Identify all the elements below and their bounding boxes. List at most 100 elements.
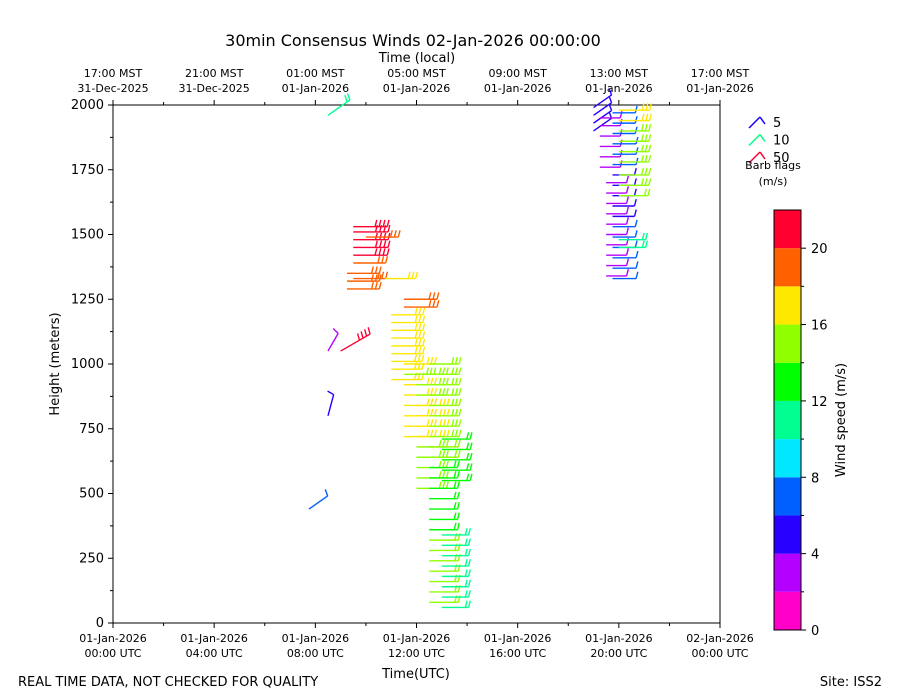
barb-feather [641,113,645,121]
barb-feather [453,502,457,510]
wind-barb [618,123,652,132]
barb-feather [430,388,434,396]
barb-feather [379,232,383,240]
legend-barb-icon [748,133,761,147]
barb-feather [422,323,426,331]
wind-barb [327,327,339,352]
barb-feather [464,559,468,567]
barb-feather [608,88,613,96]
wind-barb [618,155,652,163]
wind-barb [441,579,472,588]
barb-feather [367,327,371,335]
barb-feather [433,429,438,437]
wind-barb [612,219,638,228]
wind-barb [403,292,440,300]
wind-barb [612,157,639,166]
barb-feather [467,590,472,598]
wind-barb [308,489,329,510]
colorbar-bin [774,477,801,516]
barb-feather [464,600,468,608]
barb-feather [648,144,652,152]
wind-barb [618,144,652,153]
barb-feather [625,186,630,194]
wind-barb [346,274,382,282]
barb-feather [430,419,434,427]
wind-barb [618,188,651,197]
barb-feather [383,232,387,240]
legend-barb-flag [759,151,766,160]
barb-feather [645,113,649,121]
barb-feather [381,271,385,279]
barb-feather [648,178,652,186]
barb-feather [414,323,418,331]
barb-feather [634,105,638,113]
barb-feather [640,155,645,163]
colorbar-label: Wind speed (m/s) [834,363,849,477]
barb-feather [625,196,630,204]
top-tick-label-time: 17:00 MST [691,67,750,80]
colorbar-bin [774,400,801,440]
barb-feather [379,240,383,248]
barb-feather [451,357,455,365]
colorbar-tick-label: 0 [811,624,819,639]
barb-feather [635,157,639,165]
y-tick-label: 1500 [71,228,104,243]
barb-feather [378,274,382,282]
barb-staff [593,109,612,124]
top-tick-label-date: 31-Dec-2025 [77,82,148,95]
barb-feather [451,408,455,416]
wind-barb [618,240,649,249]
barb-feather [454,357,458,365]
wind-barb [612,147,639,155]
barb-feather [634,116,638,124]
barb-feather [374,248,378,256]
y-tick-label: 500 [79,487,104,502]
colorbar-tick-label: 4 [811,548,819,563]
wind-barb [593,95,613,116]
wind-barb [618,178,652,186]
barb-feather [386,248,390,256]
barb-feather [446,429,450,437]
barb-feather [374,240,378,248]
barb-feather [374,219,378,227]
barb-feather [344,95,348,103]
barb-feather [422,338,426,347]
barb-feather [442,398,447,406]
wind-barb [429,471,460,479]
x-tick-label-date: 01-Jan-2026 [79,632,147,645]
barb-feather [429,367,433,375]
barb-feather [451,377,455,385]
barb-feather [430,377,434,385]
barb-feather [451,429,455,437]
barb-feather [346,93,351,101]
barb-feather [466,442,470,450]
wind-barb [612,271,639,280]
wind-barb [612,199,637,207]
barb-feather [454,408,458,416]
wind-barb [429,460,460,469]
wind-barb [612,136,639,145]
barb-feather [378,281,382,290]
wind-barb [606,186,630,194]
barb-feather [635,261,639,269]
barb-feather [625,248,630,256]
x-axis-ticks: 01-Jan-2026 00:00 UTC 01-Jan-2026 04:00 UTC… [79,623,754,660]
colorbar-bin [774,286,801,325]
barb-feather [442,450,446,458]
wind-barb [441,473,473,482]
wind-barb [441,442,473,451]
barb-feather [640,167,645,176]
barb-feather [458,377,462,385]
barb-feather [446,398,450,406]
barb-feather [644,134,648,142]
top-axis-label: Time (local) [378,51,455,66]
wind-barb [403,300,440,308]
x-tick-label-date: 02-Jan-2026 [686,632,754,645]
barb-feather [625,268,630,277]
wind-barb [441,569,472,578]
x-tick-label-time: 00:00 UTC [84,647,141,660]
barb-feather [414,338,418,347]
barb-feather [454,388,458,396]
top-tick-label-time: 17:00 MST [84,67,143,80]
